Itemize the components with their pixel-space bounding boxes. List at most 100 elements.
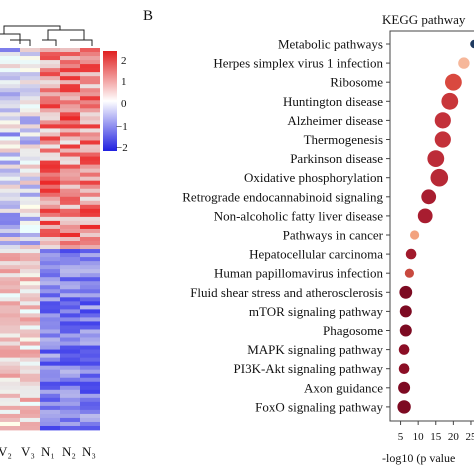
heatmap-cell [40,64,60,69]
heatmap-cell [40,317,60,322]
heatmap-cell [20,116,40,121]
heatmap-cell [20,253,40,258]
heatmap-cell [80,168,100,174]
y-ticks [386,43,390,408]
column-label: N₂ [62,444,76,459]
heatmap-cell [60,313,80,318]
heatmap-cell [20,273,40,278]
heatmap-cell [20,216,40,222]
heatmap-cell [40,313,60,318]
heatmap-cell [60,297,80,302]
pathway-label: Thermogenesis [304,132,383,147]
heatmap-cell [80,361,100,367]
heatmap-cell [80,220,100,226]
heatmap-cell [20,208,40,214]
heatmap-cell [80,100,100,105]
heatmap-cell [40,249,60,254]
heatmap-cell [20,261,40,266]
heatmap-cell [80,337,100,342]
heatmap-cell [0,212,20,218]
heatmap-cell [60,144,80,149]
heatmap-cell [40,277,60,282]
pathway-label: mTOR signaling pathway [249,304,384,319]
pathway-dot [399,324,412,337]
heatmap-cell [40,321,60,326]
heatmap-cell [80,269,100,274]
heatmap-cell [80,417,100,423]
heatmap-cell [20,405,40,411]
heatmap-cell [40,409,60,415]
heatmap-cell [40,80,60,85]
heatmap-cell [40,361,60,367]
heatmap-cell [40,421,60,427]
heatmap-cell [40,76,60,81]
heatmap-cell [40,329,60,334]
heatmap-cell [80,164,100,170]
heatmap-cell [80,257,100,262]
heatmap-cell [60,132,80,137]
heatmap-cell [20,228,40,234]
heatmap-cell [80,60,100,65]
heatmap-cell [60,72,80,77]
heatmap-cell [0,68,20,73]
heatmap-cell [0,128,20,133]
heatmap-cell [60,140,80,145]
heatmap-cell [80,80,100,85]
heatmap-cell [80,277,100,282]
heatmap-cell [40,204,60,210]
heatmap-cell [60,116,80,121]
heatmap-cell [80,253,100,258]
pathway-label: Herpes simplex virus 1 infection [213,56,383,71]
x-tick-label: 20 [448,431,460,443]
heatmap-cell [80,305,100,310]
heatmap-cell [40,232,60,238]
heatmap-cell [0,136,20,141]
heatmap-cell [60,80,80,85]
heatmap-cell [60,92,80,97]
pathway-dot [410,230,420,240]
heatmap-cell [20,232,40,238]
heatmap-cell [20,397,40,403]
heatmap-cell [20,305,40,310]
heatmap-cell [60,60,80,65]
heatmap-cell [60,176,80,182]
heatmap-cell [0,357,20,363]
heatmap-cell [20,385,40,391]
heatmap-cell [40,273,60,278]
heatmap-cell [0,249,20,254]
heatmap-cell [60,373,80,379]
heatmap-cell [80,144,100,149]
heatmap-cell [20,160,40,166]
heatmap-cell [80,405,100,411]
heatmap-cell [40,152,60,157]
heatmap-cell [60,136,80,141]
heatmap-cell [60,88,80,93]
pathway-label: PI3K-Akt signaling pathway [234,361,384,376]
heatmap-cell [0,48,20,53]
heatmap-cell [20,293,40,298]
heatmap-cell [20,52,40,57]
heatmap-cell [60,128,80,133]
heatmap-cell [20,88,40,93]
heatmap-cell [0,373,20,379]
heatmap-cell [60,261,80,266]
heatmap-cell [20,92,40,97]
pathway-label: FoxO signaling pathway [255,399,383,414]
heatmap-cell [20,377,40,383]
heatmap-cell [40,341,60,346]
heatmap-cell [40,349,60,354]
heatmap-cell [80,96,100,101]
heatmap-cell [40,253,60,258]
heatmap-cell [0,192,20,198]
heatmap-cell [20,204,40,210]
heatmap-cell [0,361,20,367]
column-label: V₃ [21,444,35,459]
heatmap-cell [0,124,20,129]
heatmap-cell [60,148,80,153]
pathway-dot [399,285,413,299]
pathway-dot [458,57,470,69]
heatmap-cell [80,309,100,314]
heatmap-column-labels: V₂ V₃ N₁ N₂ N₃ [0,444,96,459]
heatmap-cell [0,176,20,182]
heatmap-cell [20,321,40,326]
